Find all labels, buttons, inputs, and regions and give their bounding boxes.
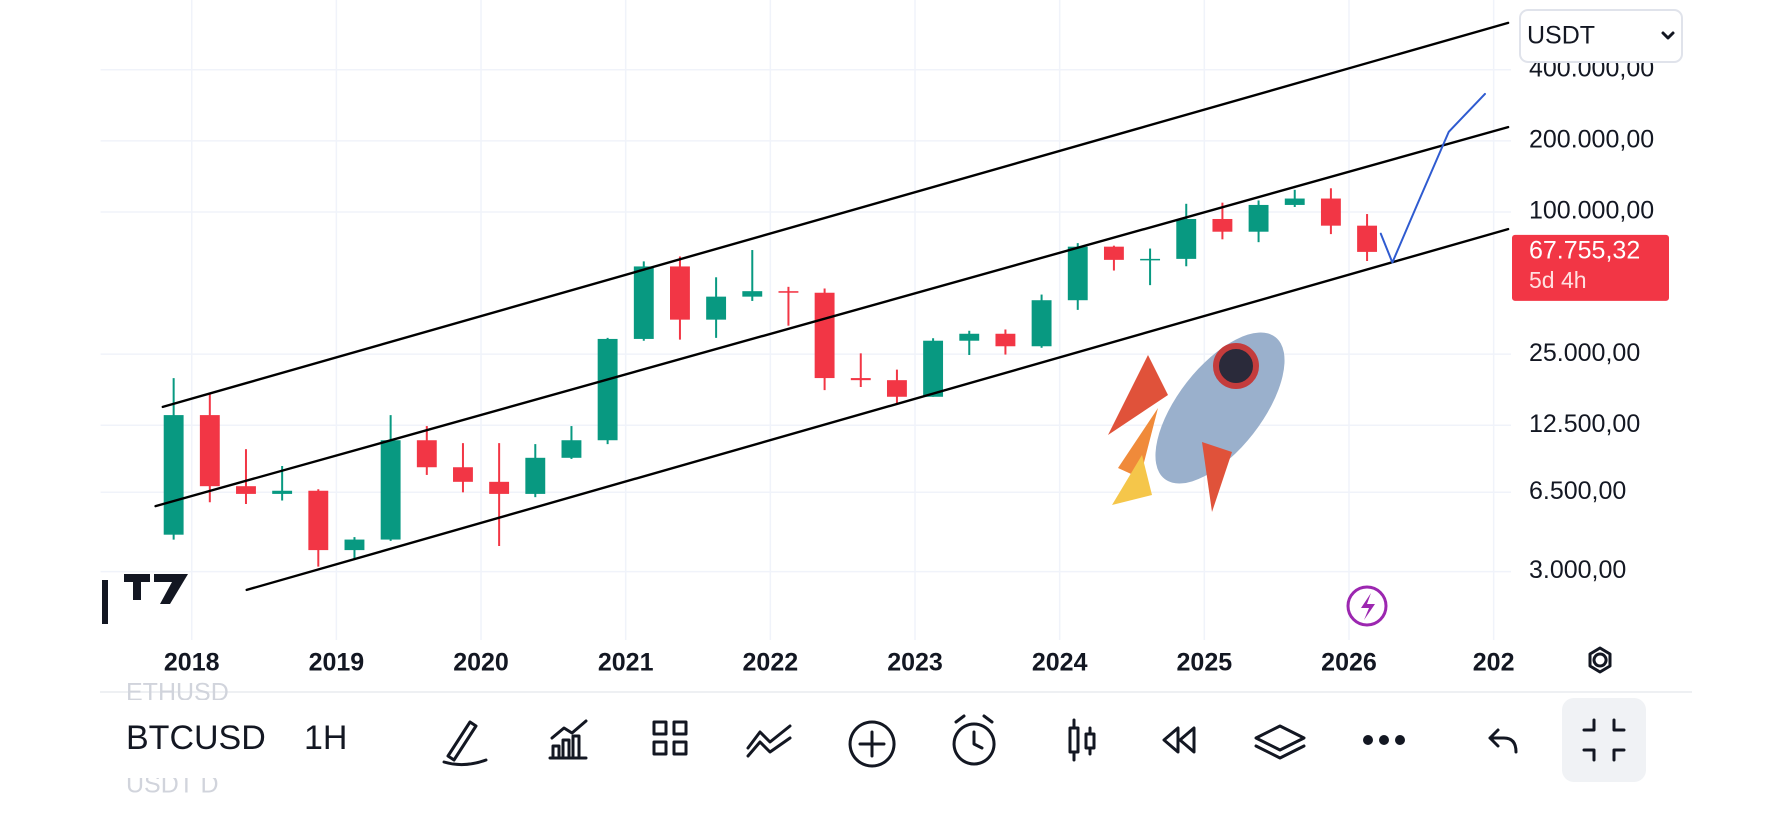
candle-body: [163, 415, 184, 535]
y-tick-label: 200.000,00: [1529, 125, 1654, 153]
layouts[interactable]: [652, 720, 688, 756]
trend-line: [1379, 92, 1486, 264]
candle-body: [308, 490, 329, 551]
y-tick-label: 25.000,00: [1529, 339, 1640, 367]
more-dot[interactable]: [1363, 735, 1373, 745]
trend-line: [154, 125, 1510, 508]
draw-tool[interactable]: [442, 720, 488, 767]
candle-body: [742, 291, 763, 297]
price-label-text: 67.755,32: [1529, 237, 1640, 265]
undo-button[interactable]: [1488, 728, 1518, 754]
candle-body: [670, 266, 690, 320]
more-dot[interactable]: [1379, 735, 1389, 745]
y-tick-label: 12.500,00: [1529, 410, 1640, 438]
alert-button[interactable]: [952, 714, 996, 766]
candle-body: [1284, 198, 1305, 205]
candle-body: [995, 333, 1016, 347]
candle-body: [1320, 198, 1341, 226]
exit-fullscreen[interactable]: [1582, 718, 1626, 762]
candle-body: [1248, 204, 1269, 232]
axes: 400.000,00200.000,00100.000,0025.000,001…: [164, 54, 1669, 677]
y-tick-label: 6.500,00: [1529, 477, 1626, 505]
candle-body: [1212, 218, 1233, 232]
candle-body: [923, 340, 944, 397]
currency-label: USDT: [1527, 22, 1595, 50]
grid: [100, 0, 1511, 640]
candle-body: [236, 486, 256, 494]
candle-body: [199, 415, 220, 487]
add-button[interactable]: [848, 720, 896, 768]
candle-body: [633, 266, 654, 339]
patterns[interactable]: [746, 724, 792, 758]
candle-body: [272, 490, 293, 494]
x-tick-label: 2026: [1321, 649, 1377, 677]
chart-type[interactable]: [1068, 718, 1096, 762]
replay-button[interactable]: [1162, 726, 1196, 754]
replay-badge[interactable]: [1346, 585, 1388, 627]
candle-body: [1357, 225, 1378, 252]
candle-body: [525, 457, 546, 494]
toolbar-bg: [100, 700, 380, 778]
candle-body: [561, 440, 582, 458]
more-dot[interactable]: [1395, 735, 1405, 745]
fullscreen-bg[interactable]: [1562, 698, 1646, 782]
indicators[interactable]: [548, 719, 588, 760]
currency-dropdown[interactable]: USDT: [1519, 9, 1683, 63]
candle-body: [1067, 246, 1088, 301]
toolbar-icons: [442, 698, 1646, 782]
candle-body: [416, 440, 437, 468]
candle-body: [597, 338, 618, 441]
candle-body: [706, 296, 727, 320]
symbol-button[interactable]: BTCUSD: [126, 719, 266, 757]
candle-body: [344, 539, 365, 551]
x-tick-label: 2025: [1177, 649, 1233, 677]
trend-line: [245, 227, 1510, 592]
settings-button[interactable]: [1588, 646, 1612, 674]
candle-body: [380, 440, 401, 540]
x-tick-label: 202: [1473, 649, 1515, 677]
y-tick-label: 100.000,00: [1529, 197, 1654, 225]
x-tick-label: 2022: [743, 649, 799, 677]
candle-body: [959, 333, 980, 341]
candle-body: [886, 380, 907, 397]
candle-body: [850, 378, 871, 381]
candle-body: [778, 291, 799, 293]
rocket-emoji: [1108, 332, 1285, 512]
trend-line: [161, 21, 1510, 409]
candle-body: [1176, 218, 1197, 259]
interval-button[interactable]: 1H: [304, 719, 347, 757]
candle-body: [489, 481, 510, 494]
x-tick-label: 2023: [887, 649, 943, 677]
layers-button[interactable]: [1254, 724, 1306, 760]
x-tick-label: 2021: [598, 649, 654, 677]
x-tick-label: 2019: [309, 649, 365, 677]
x-tick-label: 2018: [164, 649, 220, 677]
candle-body: [453, 467, 473, 482]
candle-body: [814, 292, 835, 379]
x-tick-label: 2024: [1032, 649, 1088, 677]
candle-body: [1103, 246, 1124, 260]
logo: [102, 574, 188, 624]
y-tick-label: 3.000,00: [1529, 556, 1626, 584]
plot-area: [154, 21, 1510, 592]
candle-body: [1140, 258, 1161, 261]
price-label: [1512, 234, 1669, 301]
candle-body: [1031, 300, 1052, 347]
x-tick-label: 2020: [453, 649, 509, 677]
countdown-text: 5d 4h: [1529, 267, 1587, 293]
